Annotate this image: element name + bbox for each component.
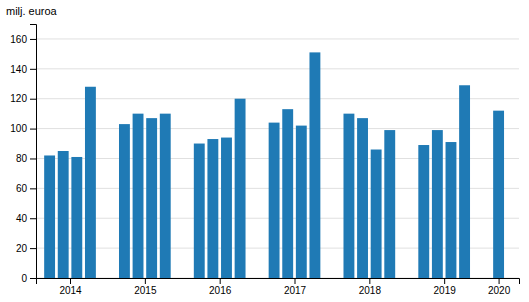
bar bbox=[432, 130, 443, 278]
grid-line bbox=[36, 98, 519, 99]
x-tick: 2015 bbox=[134, 278, 157, 296]
bar bbox=[133, 114, 144, 278]
y-tick: 160 bbox=[10, 34, 36, 45]
y-tick: 140 bbox=[10, 64, 36, 75]
bar bbox=[309, 52, 320, 278]
x-tick-label: 2014 bbox=[59, 285, 82, 296]
y-tick-label: 120 bbox=[10, 93, 27, 104]
bar bbox=[446, 142, 457, 278]
grid-line bbox=[36, 68, 519, 69]
x-tick-label: 2015 bbox=[134, 285, 157, 296]
y-tick: 60 bbox=[16, 183, 36, 194]
grid-line bbox=[36, 38, 519, 39]
bar bbox=[282, 109, 293, 278]
x-tick-mark bbox=[444, 278, 445, 284]
grid bbox=[36, 39, 519, 278]
y-tick-label: 60 bbox=[16, 183, 28, 194]
bar bbox=[85, 87, 96, 278]
bar bbox=[235, 99, 246, 278]
x-tick-mark bbox=[145, 278, 146, 284]
y-axis: 0 20 40 60 80 100 120 140 160 bbox=[10, 25, 36, 284]
bar bbox=[269, 123, 280, 278]
x-tick-label: 2019 bbox=[434, 285, 457, 296]
bar bbox=[384, 130, 395, 278]
y-tick: 20 bbox=[16, 243, 36, 254]
y-tick-mark bbox=[30, 39, 36, 40]
y-tick: 80 bbox=[16, 153, 36, 164]
bar bbox=[44, 155, 55, 278]
y-tick-label: 100 bbox=[10, 123, 27, 134]
x-tick-mark bbox=[70, 278, 71, 284]
bar bbox=[343, 114, 354, 278]
y-tick-label: 20 bbox=[16, 243, 28, 254]
bar bbox=[146, 118, 157, 278]
y-tick-label: 40 bbox=[16, 213, 28, 224]
bar bbox=[119, 124, 130, 278]
x-tick: 2017 bbox=[284, 278, 307, 296]
x-tick: 2018 bbox=[359, 278, 382, 296]
x-tick: 2020 bbox=[488, 278, 511, 296]
x-tick-label: 2016 bbox=[209, 285, 232, 296]
y-tick-mark bbox=[30, 129, 36, 130]
y-tick-label: 80 bbox=[16, 153, 28, 164]
bar bbox=[493, 111, 504, 278]
x-axis-line bbox=[37, 279, 520, 285]
bar bbox=[459, 85, 470, 278]
bar bbox=[194, 144, 205, 278]
x-tick-label: 2018 bbox=[359, 285, 382, 296]
y-tick-label: 140 bbox=[10, 64, 27, 75]
x-tick-label: 2017 bbox=[284, 285, 307, 296]
bar bbox=[371, 150, 382, 278]
y-tick-mark bbox=[30, 278, 36, 279]
y-tick: 120 bbox=[10, 93, 36, 104]
x-tick-mark bbox=[295, 278, 296, 284]
y-tick: 100 bbox=[10, 123, 36, 134]
x-tick-mark bbox=[499, 278, 500, 284]
bar bbox=[357, 118, 368, 278]
y-tick-mark bbox=[30, 218, 36, 219]
bar bbox=[160, 114, 171, 278]
x-tick: 2016 bbox=[209, 278, 232, 296]
x-tick-mark bbox=[369, 278, 370, 284]
bar bbox=[418, 145, 429, 278]
bar bbox=[296, 126, 307, 278]
x-axis: 2014 2015 2016 2017 2018 2019 2020 bbox=[37, 278, 520, 296]
y-tick-label: 160 bbox=[10, 34, 27, 45]
y-tick: 40 bbox=[16, 213, 36, 224]
x-tick: 2014 bbox=[59, 278, 82, 296]
x-tick-mark bbox=[220, 278, 221, 284]
x-tick: 2019 bbox=[434, 278, 457, 296]
y-tick: 0 bbox=[21, 273, 36, 284]
y-tick-mark bbox=[30, 69, 36, 70]
y-tick-label: 0 bbox=[21, 273, 27, 284]
bar bbox=[221, 138, 232, 278]
chart: 0204060801001201401602014201520162017201… bbox=[0, 0, 529, 302]
y-tick-mark bbox=[30, 248, 36, 249]
y-label: milj. euroa bbox=[6, 5, 58, 17]
bar bbox=[58, 151, 69, 278]
bars bbox=[44, 52, 504, 278]
bar bbox=[207, 139, 218, 278]
y-tick-mark bbox=[30, 99, 36, 100]
x-tick-label: 2020 bbox=[488, 285, 511, 296]
y-axis-line bbox=[30, 25, 37, 279]
y-tick-mark bbox=[30, 158, 36, 159]
bar bbox=[71, 157, 82, 278]
y-tick-mark bbox=[30, 188, 36, 189]
